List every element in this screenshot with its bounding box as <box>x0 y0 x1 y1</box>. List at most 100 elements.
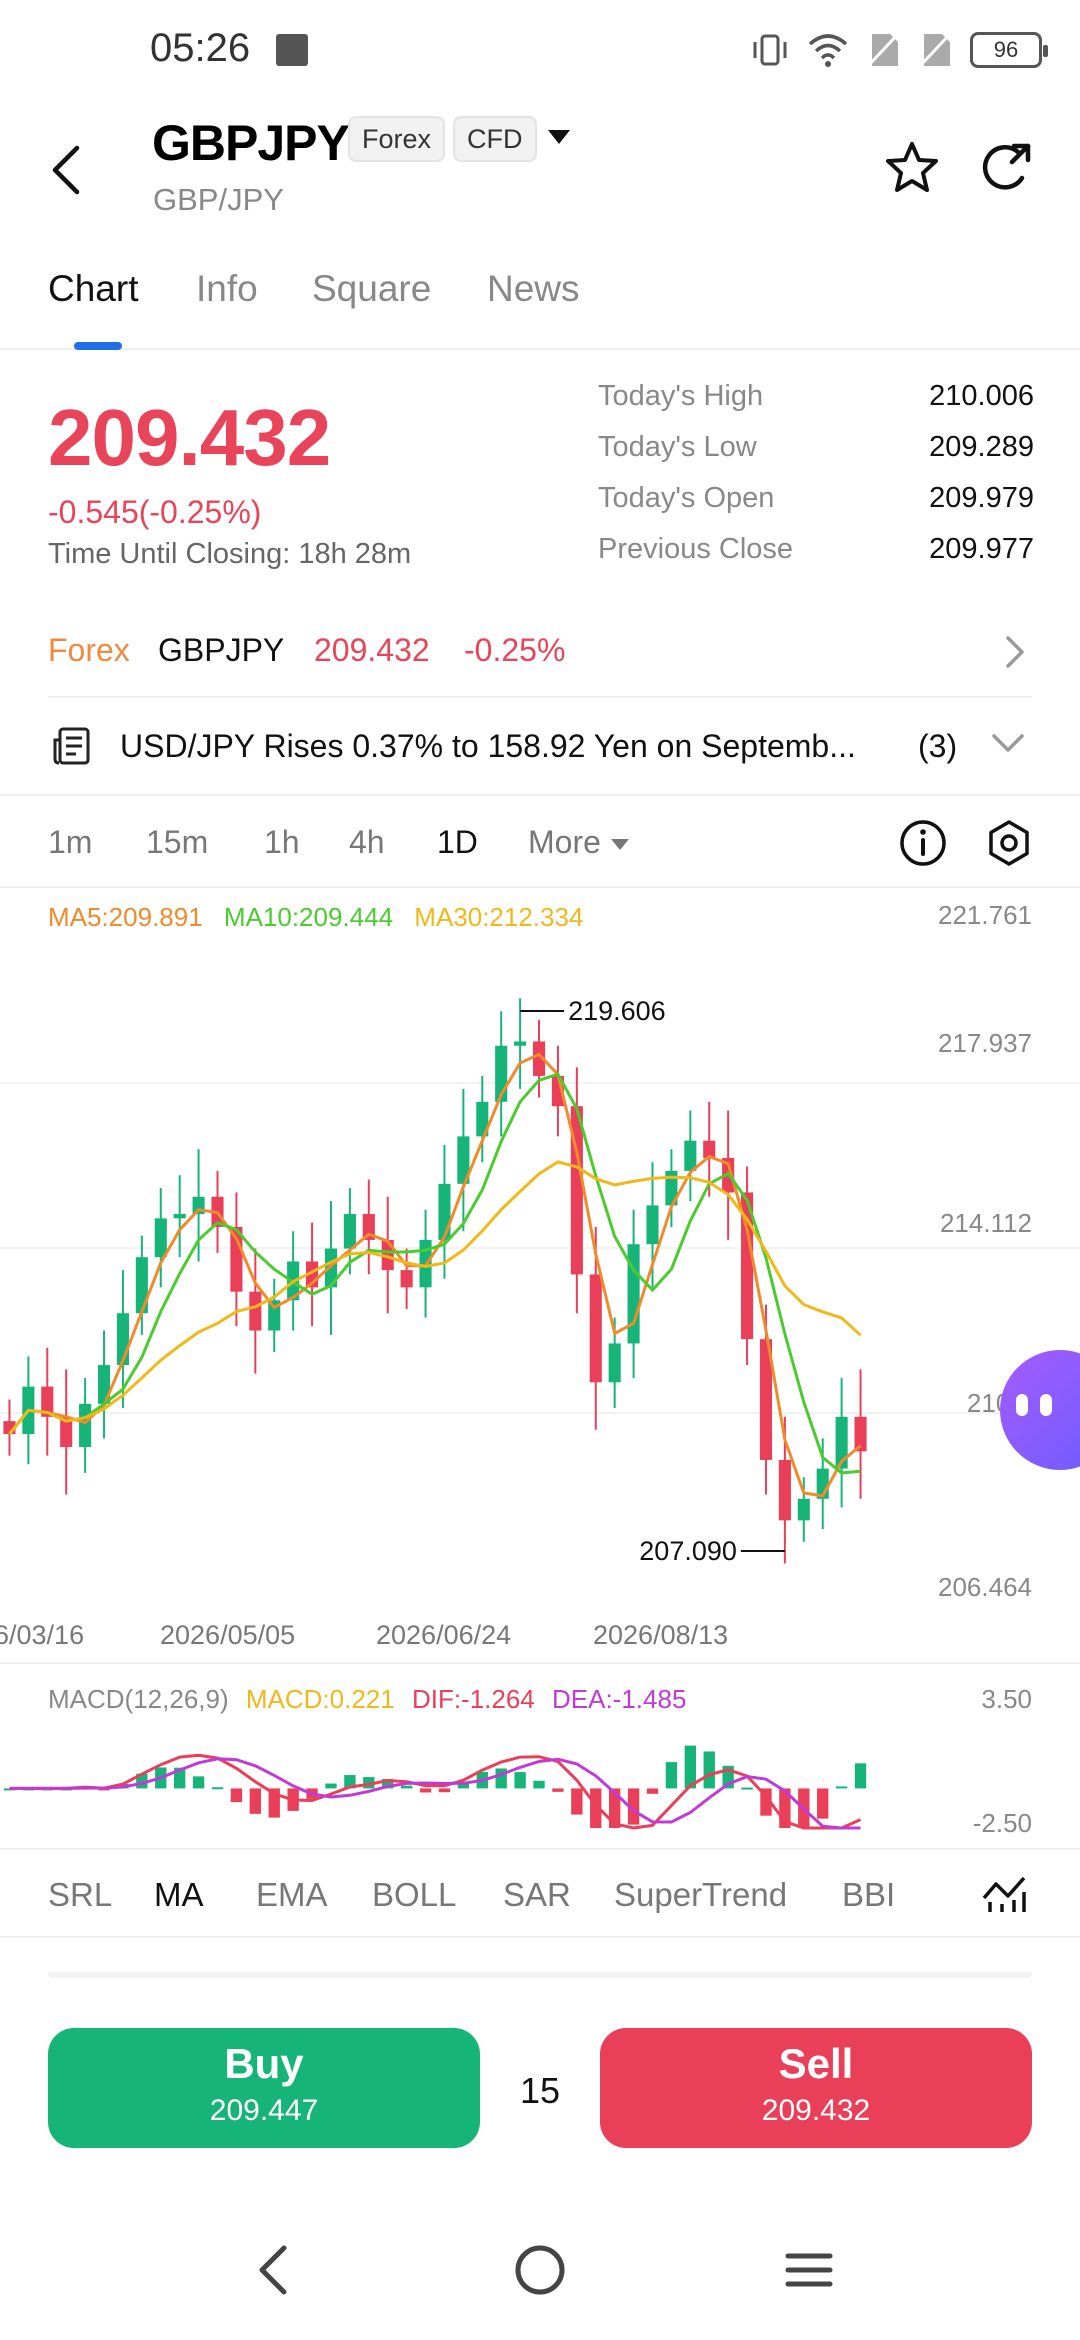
date-tick: 2026/06/24 <box>376 1620 512 1650</box>
macd-chart[interactable] <box>0 1728 1080 1838</box>
related-category: Forex <box>48 632 130 668</box>
tab-news[interactable]: News <box>487 268 580 309</box>
candle-body <box>778 1459 791 1521</box>
candle-body <box>589 1274 602 1383</box>
indicator-srl[interactable]: SRL <box>48 1876 113 1913</box>
candle-body <box>646 1205 659 1245</box>
sell-label: Sell <box>778 2040 854 2087</box>
macd-bar <box>722 1765 734 1789</box>
macd-bar <box>609 1788 621 1828</box>
high-label: 219.606 <box>568 996 666 1026</box>
related-instrument-row[interactable]: Forex GBPJPY 209.432 -0.25% <box>48 620 1032 698</box>
bot-eye <box>1016 1394 1028 1416</box>
trade-bar: Buy 209.447 15 Sell 209.432 <box>0 2000 1080 2180</box>
ma5-line <box>8 1052 862 1498</box>
sell-price: 209.432 <box>761 2094 871 2127</box>
candle-body <box>438 1183 451 1240</box>
indicator-ma[interactable]: MA <box>154 1876 204 1913</box>
indicator-bbi[interactable]: BBI <box>842 1876 896 1913</box>
share-button[interactable] <box>978 138 1038 198</box>
settings-icon[interactable] <box>984 818 1034 868</box>
tab-chart[interactable]: Chart <box>48 268 139 309</box>
star-icon <box>886 142 938 192</box>
battery-icon: 96 <box>970 32 1048 68</box>
info-icon[interactable] <box>898 818 948 868</box>
macd-bar <box>382 1778 394 1789</box>
price-chart[interactable]: 219.606 207.090 MA5:209.891 MA10:209.444 … <box>0 888 1080 1608</box>
macd-bar <box>835 1786 848 1789</box>
dea-line <box>9 1757 861 1830</box>
candlestick-chart[interactable]: 219.606 207.090 <box>0 888 1080 1608</box>
macd-bar <box>684 1745 696 1789</box>
chevron-right-icon <box>1006 636 1024 668</box>
timeframe-15m[interactable]: 15m <box>146 824 209 860</box>
tag-forex: Forex <box>348 116 446 162</box>
page-title: GBPJPY <box>152 115 350 171</box>
daily-stats: Today's High 210.006 Today's Low 209.289 T… <box>598 378 1034 582</box>
macd-bar <box>533 1780 545 1789</box>
macd-bar <box>325 1783 337 1789</box>
price-tick: 214.112 <box>939 1208 1032 1238</box>
nav-menu-icon[interactable] <box>784 2242 834 2298</box>
macd-bar <box>571 1788 583 1815</box>
candle-body <box>457 1136 470 1184</box>
favorite-button[interactable] <box>882 138 942 198</box>
macd-bar <box>665 1762 678 1789</box>
tag-cfd: CFD <box>453 116 537 162</box>
no-sim-icon <box>866 32 900 68</box>
macd-tick: 3.50 <box>981 1684 1032 1714</box>
stat-value: 209.977 <box>929 533 1034 565</box>
ma30-line <box>8 1160 862 1436</box>
buy-button[interactable]: Buy 209.447 <box>48 2028 480 2148</box>
macd-bar <box>552 1788 564 1792</box>
back-button[interactable] <box>40 140 90 200</box>
battery-level: 96 <box>993 37 1019 62</box>
dea-value: DEA:-1.485 <box>552 1684 687 1714</box>
candle-body <box>797 1498 810 1521</box>
macd-bar <box>760 1788 772 1816</box>
timeframe-1m[interactable]: 1m <box>48 824 93 860</box>
candle-body <box>135 1257 148 1314</box>
timeframe-more[interactable]: More <box>528 824 629 861</box>
macd-bar <box>590 1788 602 1828</box>
stat-label: Previous Close <box>598 533 794 565</box>
nav-home-icon[interactable] <box>512 2242 568 2298</box>
system-nav-bar <box>0 2200 1080 2340</box>
low-label: 207.090 <box>639 1536 737 1566</box>
macd-bar <box>854 1763 867 1789</box>
symbol-dropdown-icon[interactable] <box>548 130 570 144</box>
closing-label: Time Until Closing: <box>48 538 291 570</box>
sell-button[interactable]: Sell 209.432 <box>600 2028 1032 2148</box>
macd-tick: -2.50 <box>972 1808 1032 1838</box>
nav-back-icon[interactable] <box>252 2242 292 2298</box>
macd-bar <box>249 1788 261 1814</box>
tab-info[interactable]: Info <box>196 268 258 309</box>
macd-bar <box>779 1788 791 1828</box>
stat-value: 210.006 <box>929 380 1034 412</box>
price-tick: 217.937 <box>938 1028 1032 1058</box>
indicator-supertrend[interactable]: SuperTrend <box>614 1876 788 1913</box>
tab-square[interactable]: Square <box>312 268 432 309</box>
ma-legend: MA5:209.891 MA10:209.444 MA30:212.334 <box>48 902 597 933</box>
tab-bar: Chart Info Square News <box>0 250 1080 350</box>
macd-bar <box>646 1788 659 1794</box>
chevron-down-icon[interactable] <box>990 732 1026 754</box>
stat-row: Today's High 210.006 <box>598 378 1034 429</box>
wifi-icon <box>808 34 848 67</box>
macd-legend: MACD(12,26,9) MACD:0.221 DIF:-1.264 DEA:… <box>48 1684 696 1715</box>
more-label: More <box>528 824 601 860</box>
macd-bar <box>703 1751 715 1789</box>
timeframe-4h[interactable]: 4h <box>349 824 385 860</box>
vibrate-icon <box>753 34 787 66</box>
indicator-sar[interactable]: SAR <box>503 1876 571 1913</box>
timeframe-1h[interactable]: 1h <box>264 824 300 860</box>
indicator-ema[interactable]: EMA <box>256 1876 328 1913</box>
ma5-label: MA5:209.891 <box>48 902 203 932</box>
news-row[interactable]: USD/JPY Rises 0.37% to 158.92 Yen on Sep… <box>48 698 1032 794</box>
closing-value: 18h 28m <box>298 538 412 570</box>
candle-body <box>249 1291 262 1331</box>
indicator-chart-icon[interactable] <box>980 1874 1030 1914</box>
timeframe-1d[interactable]: 1D <box>437 824 478 860</box>
lot-size[interactable]: 15 <box>519 2070 561 2111</box>
indicator-boll[interactable]: BOLL <box>372 1876 457 1913</box>
